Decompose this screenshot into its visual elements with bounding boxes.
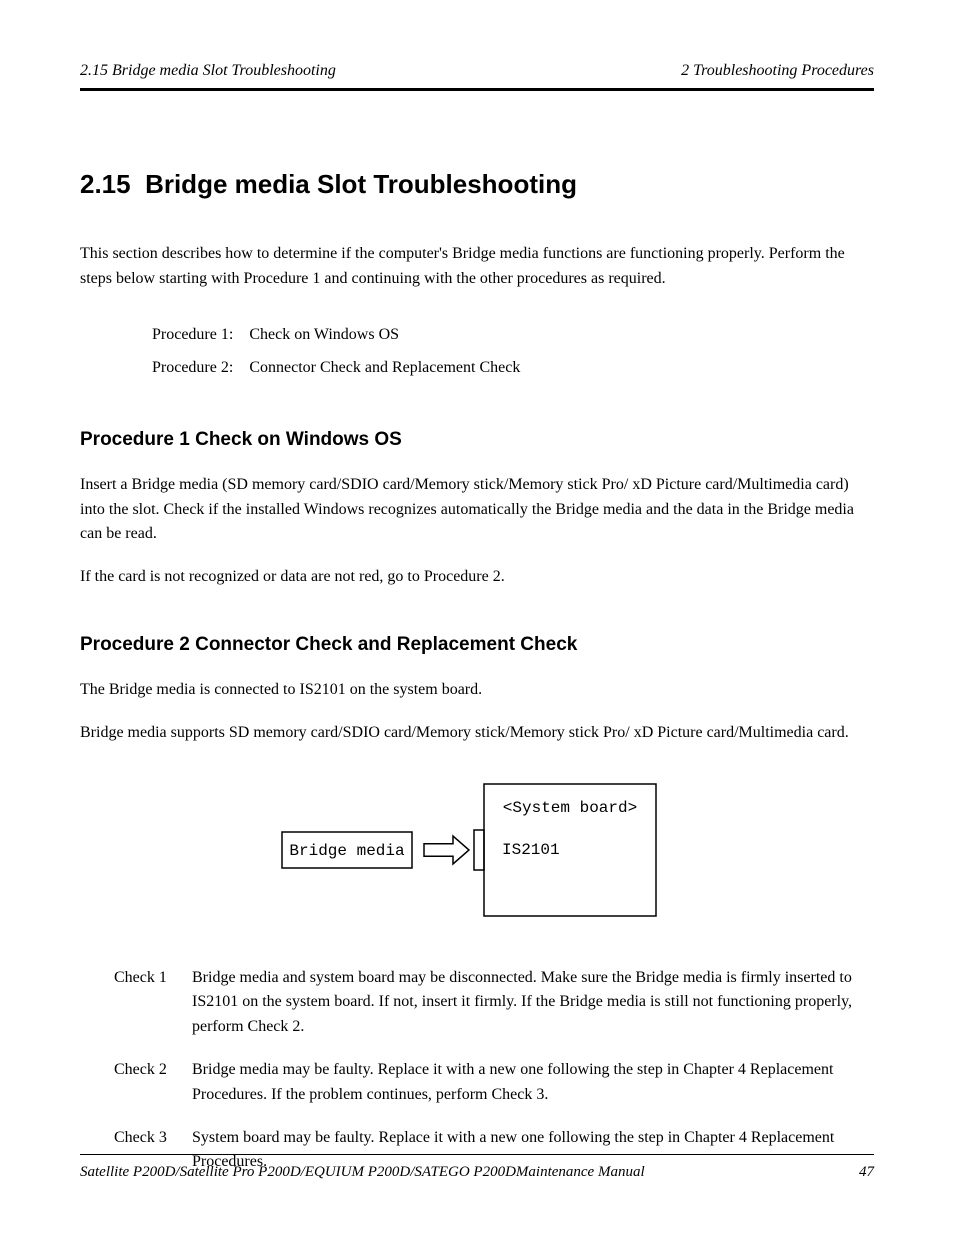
procedure-name: Connector Check and Replacement Check <box>249 359 520 376</box>
svg-text:IS2101: IS2101 <box>502 841 560 859</box>
check-text: Bridge media may be faulty. Replace it w… <box>192 1058 874 1108</box>
procedure-list: Procedure 1: Check on Windows OS Procedu… <box>152 318 874 385</box>
header-left: 2.15 Bridge media Slot Troubleshooting <box>80 62 336 80</box>
page: 2.15 Bridge media Slot Troubleshooting 2… <box>0 0 954 1235</box>
diagram-svg: Bridge media <System board> IS2101 <box>277 782 677 932</box>
procedure-name: Check on Windows OS <box>249 326 399 343</box>
procedure-item: Procedure 2: Connector Check and Replace… <box>152 351 874 385</box>
procedure-1-heading: Procedure 1 Check on Windows OS <box>80 429 874 451</box>
procedure-2-body: The Bridge media is connected to IS2101 … <box>80 678 874 703</box>
check-item: Check 2 Bridge media may be faulty. Repl… <box>114 1058 874 1108</box>
header-right: 2 Troubleshooting Procedures <box>681 62 874 80</box>
procedure-2-body-2: Bridge media supports SD memory card/SDI… <box>80 721 874 746</box>
footer-rule <box>80 1154 874 1155</box>
check-label: Check 1 <box>114 966 192 1040</box>
procedure-label: Procedure 1: <box>152 326 233 343</box>
header-rule <box>80 88 874 91</box>
svg-text:Bridge media: Bridge media <box>289 842 405 860</box>
check-list: Check 1 Bridge media and system board ma… <box>114 966 874 1176</box>
intro-paragraph: This section describes how to determine … <box>80 242 874 292</box>
section-number: 2.15 <box>80 169 131 199</box>
check-item: Check 1 Bridge media and system board ma… <box>114 966 874 1040</box>
procedure-2-heading: Procedure 2 Connector Check and Replacem… <box>80 634 874 656</box>
svg-text:<System board>: <System board> <box>503 799 637 817</box>
section-title: 2.15 Bridge media Slot Troubleshooting <box>80 169 874 200</box>
procedure-1-body-2: If the card is not recognized or data ar… <box>80 565 874 590</box>
section-name: Bridge media Slot Troubleshooting <box>145 169 577 199</box>
footer-right: 47 <box>859 1164 874 1181</box>
check-text: Bridge media and system board may be dis… <box>192 966 874 1040</box>
page-footer: Satellite P200D/Satellite Pro P200D/EQUI… <box>80 1164 874 1181</box>
procedure-label: Procedure 2: <box>152 359 233 376</box>
connection-diagram: Bridge media <System board> IS2101 <box>80 782 874 932</box>
check-label: Check 2 <box>114 1058 192 1108</box>
page-header: 2.15 Bridge media Slot Troubleshooting 2… <box>80 62 874 86</box>
procedure-1-body: Insert a Bridge media (SD memory card/SD… <box>80 473 874 547</box>
procedure-item: Procedure 1: Check on Windows OS <box>152 318 874 352</box>
footer-left: Satellite P200D/Satellite Pro P200D/EQUI… <box>80 1164 645 1181</box>
